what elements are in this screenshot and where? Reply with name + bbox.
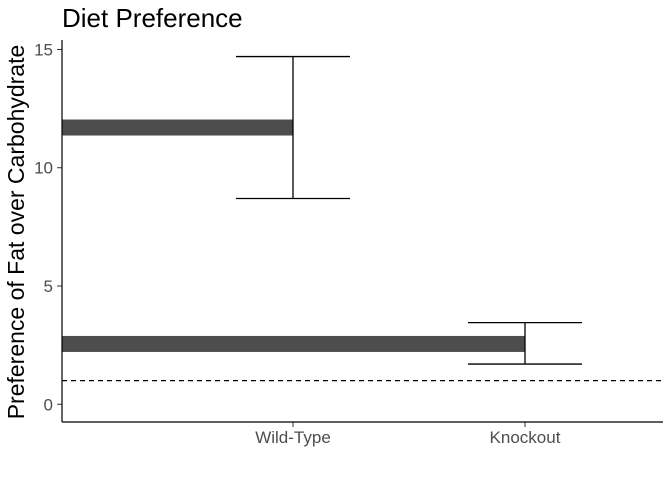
x-tick-label: Knockout (490, 428, 561, 447)
y-tick-label: 10 (34, 159, 53, 178)
bar-wild-type (62, 119, 293, 136)
bar-knockout (62, 335, 525, 352)
y-tick-label: 15 (34, 40, 53, 59)
y-tick-label: 5 (44, 277, 53, 296)
chart-title: Diet Preference (62, 3, 243, 33)
plot-area: 0 5 10 15 Wild-Type Knockout (34, 40, 663, 447)
y-tick-label: 0 (44, 395, 53, 414)
x-tick-label: Wild-Type (255, 428, 331, 447)
y-axis-label: Preference of Fat over Carbohydrate (3, 45, 29, 420)
